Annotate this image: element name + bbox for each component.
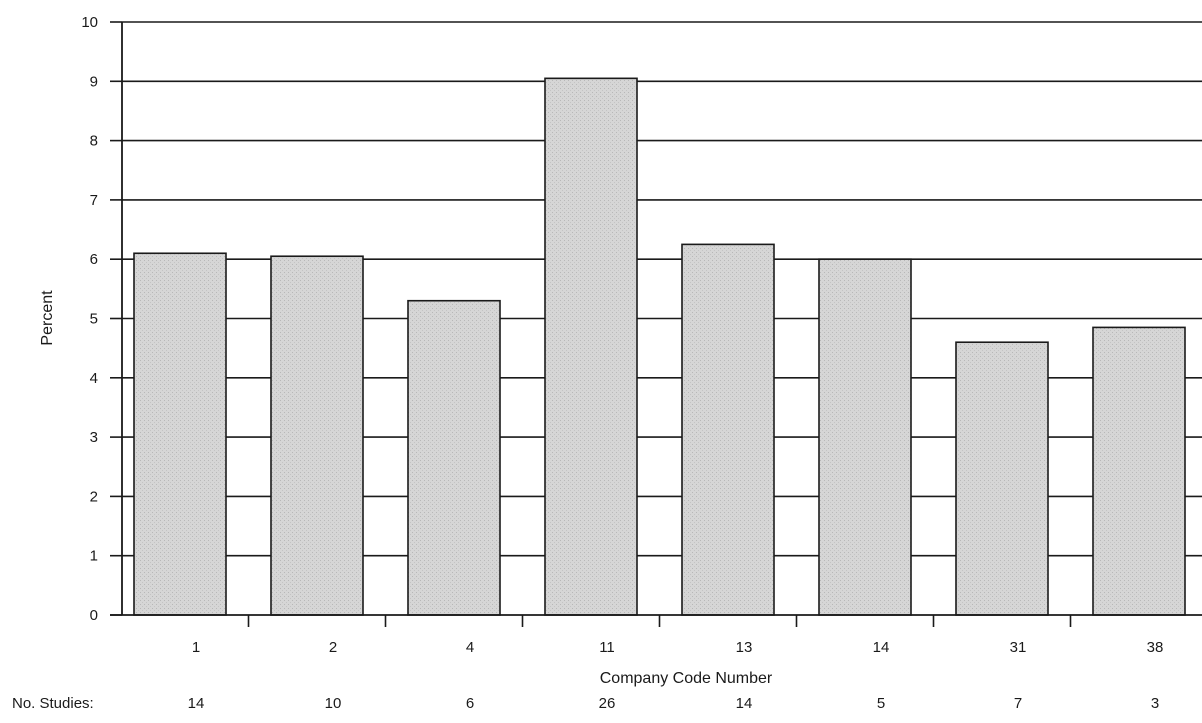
bar-38 [1092,326,1186,616]
x-tick-label-31: 31 [1010,639,1027,656]
bar-1 [133,252,227,616]
studies-count-1: 14 [188,695,205,712]
bar-11 [544,77,638,616]
studies-count-13: 14 [736,695,753,712]
x-tick-label-11: 11 [599,639,615,656]
bars [133,77,1186,616]
y-tick-label-4: 4 [90,370,98,387]
y-tick-label-1: 1 [90,548,98,565]
x-axis-title: Company Code Number [600,670,773,687]
y-tick-label-10: 10 [81,14,98,31]
y-tick-label-5: 5 [90,311,98,328]
studies-row-label: No. Studies: [12,695,94,712]
axes [110,21,1202,627]
y-tick-label-7: 7 [90,192,98,209]
y-tick-label-6: 6 [90,251,98,268]
y-tick-label-2: 2 [90,488,98,505]
x-tick-label-1: 1 [192,639,200,656]
studies-count-2: 10 [325,695,342,712]
labels: 0 1 2 3 4 5 6 7 8 9 10 1 14 2 10 4 6 11 26 13 14 14 5 31 7 38 3 No.… [12,14,1163,712]
y-axis-title: Percent [39,290,56,346]
studies-count-14: 5 [877,695,885,712]
y-tick-label-8: 8 [90,133,98,150]
studies-count-11: 26 [599,695,616,712]
y-tick-label-3: 3 [90,429,98,446]
x-tick-label-2: 2 [329,639,337,656]
bar-2 [270,255,364,616]
x-tick-label-38: 38 [1147,639,1164,656]
studies-count-38: 3 [1151,695,1159,712]
bar-13 [681,243,775,616]
bar-31 [955,341,1049,616]
x-tick-label-13: 13 [736,639,753,656]
y-tick-label-9: 9 [90,73,98,90]
bar-14 [818,258,912,616]
bar-4 [407,299,501,616]
studies-count-4: 6 [466,695,474,712]
y-tick-label-0: 0 [90,607,98,624]
studies-count-31: 7 [1014,695,1022,712]
x-tick-label-14: 14 [873,639,890,656]
x-tick-label-4: 4 [466,639,474,656]
